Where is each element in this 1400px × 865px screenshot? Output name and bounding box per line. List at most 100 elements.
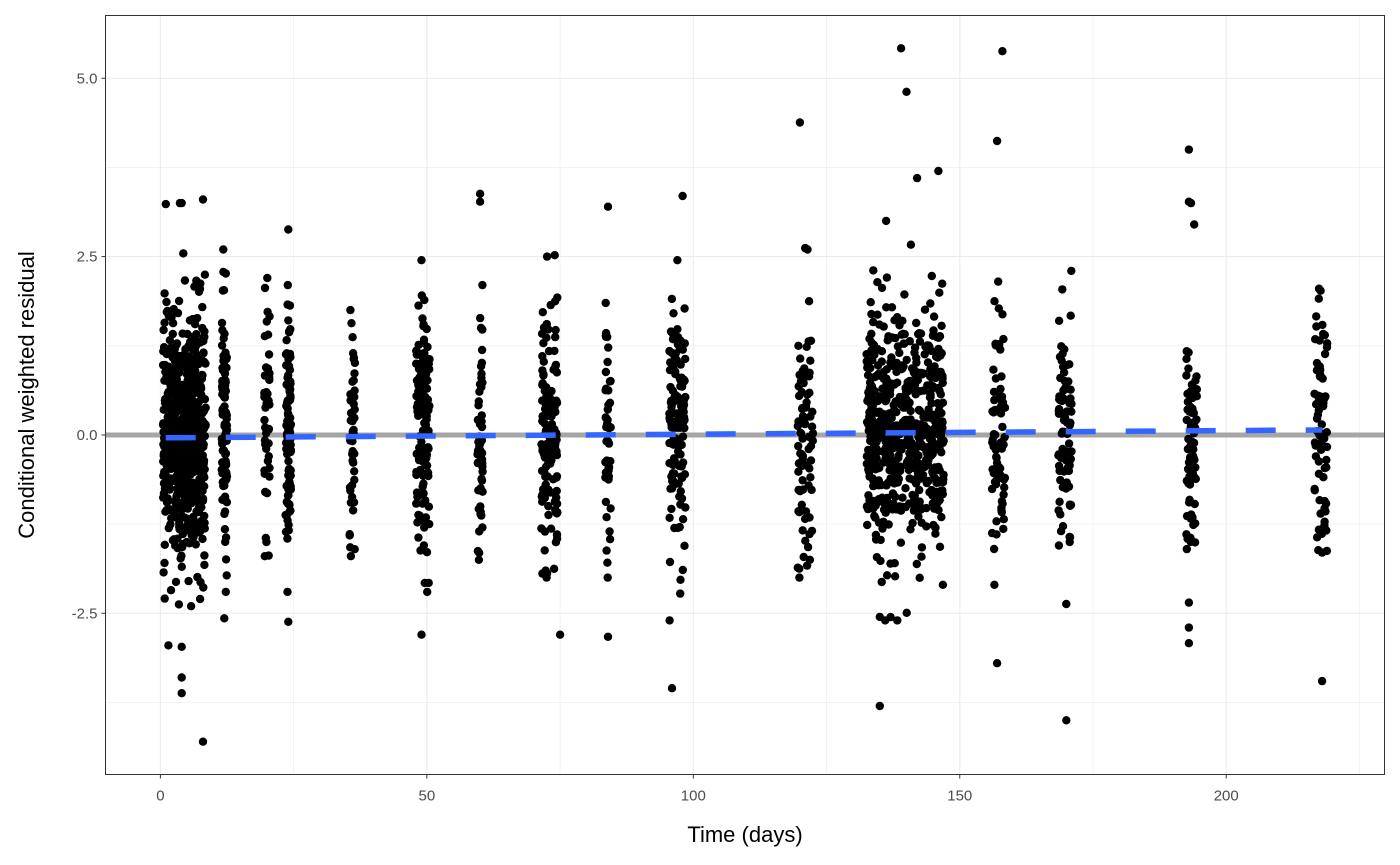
data-point [549,475,558,484]
data-point [178,329,187,338]
data-point [999,515,1008,524]
data-point [421,513,431,522]
data-point [1000,432,1009,442]
data-point [678,413,687,423]
data-point [876,535,885,545]
data-point [477,383,486,392]
data-point [196,389,205,398]
data-point [997,444,1006,453]
data-point [934,166,943,176]
data-point [921,460,930,469]
data-point [920,350,929,359]
data-point [169,304,178,314]
x-tick-label: 0 [156,788,164,805]
data-point [917,543,927,552]
data-point [673,333,683,342]
data-point [931,529,940,538]
data-point [196,353,206,363]
data-point [879,322,888,331]
data-point [871,448,880,458]
data-point [666,327,676,336]
data-point [219,481,228,491]
data-point [221,385,230,395]
data-point [1188,469,1198,478]
data-point [218,286,228,295]
data-point [1055,395,1064,404]
data-point [194,464,204,473]
data-point [1311,400,1321,409]
data-point [161,199,170,209]
data-point [937,512,946,522]
data-point [180,479,189,488]
data-point [419,320,428,329]
data-point [177,383,187,392]
data-point [220,420,229,429]
data-point [924,405,933,414]
data-point [473,546,483,556]
data-point [285,507,294,516]
data-point [348,456,357,465]
data-point [474,486,483,495]
data-point [478,325,487,334]
data-point [666,382,675,392]
data-point [286,482,295,491]
data-point [1054,316,1064,325]
data-point [478,280,487,290]
data-point [673,392,682,402]
data-point [552,493,561,502]
data-point [474,555,484,564]
data-point [872,437,881,447]
data-point [420,578,429,588]
data-point [198,534,207,544]
data-point [995,463,1004,472]
data-point [678,191,687,201]
data-points [158,44,1332,746]
data-point [160,289,169,298]
data-point [286,466,295,475]
data-point [1066,311,1075,320]
data-point [262,398,272,408]
data-point [421,373,430,383]
data-point [926,380,935,390]
data-point [917,552,926,561]
data-point [193,572,202,582]
data-point [667,294,677,304]
data-point [864,420,873,429]
data-point [604,343,613,352]
data-point [551,407,560,417]
data-point [896,538,906,547]
data-point [896,506,906,515]
data-point [1066,500,1076,510]
data-point [992,517,1001,526]
data-point [424,502,434,511]
data-point [350,467,359,476]
data-point [681,354,690,364]
data-point [552,530,562,539]
data-point [177,562,186,571]
data-point [162,498,172,507]
data-point [862,502,872,511]
data-point [163,476,172,486]
data-point [1319,473,1328,482]
data-point [1310,484,1319,494]
data-point [555,630,565,639]
data-point [802,342,811,351]
data-point [1000,483,1009,492]
data-point [1312,312,1321,321]
data-point [1316,365,1325,375]
data-point [284,617,293,626]
data-point [795,118,805,127]
data-point [795,573,804,582]
data-point [605,527,614,536]
data-point [989,469,998,478]
data-point [193,380,202,389]
data-point [546,488,555,497]
data-point [999,475,1009,484]
data-point [798,366,807,375]
data-point [999,524,1008,534]
data-point [794,459,804,468]
data-point [869,266,878,275]
x-tick-label: 100 [681,788,706,805]
data-point [418,490,427,499]
data-point [1318,374,1327,383]
